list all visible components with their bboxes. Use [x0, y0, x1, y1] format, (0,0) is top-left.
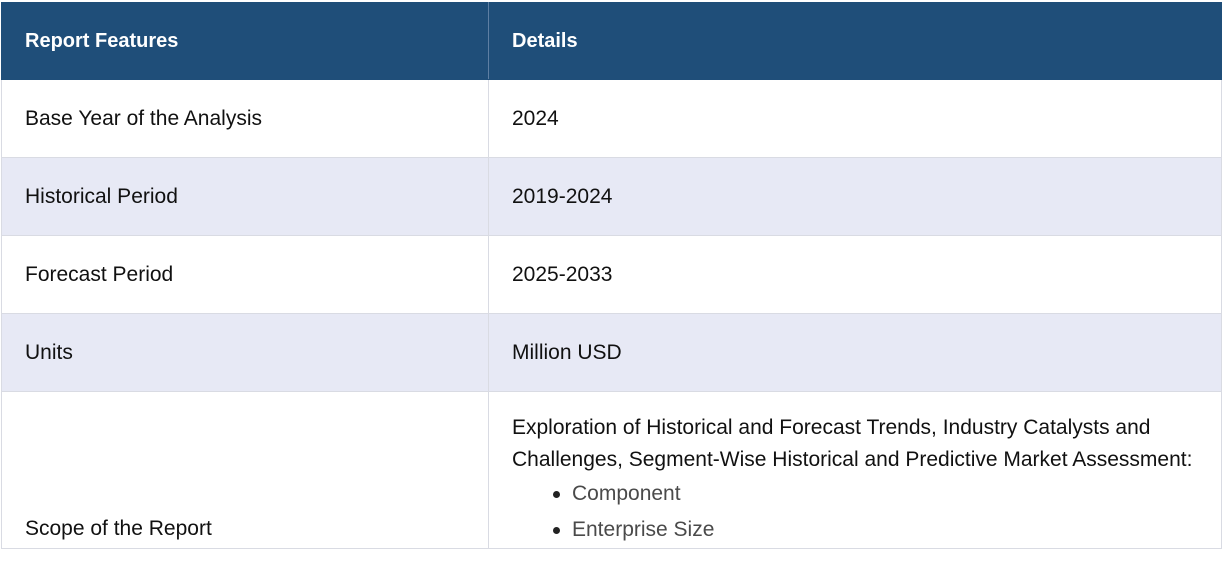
header-details: Details	[488, 2, 1222, 80]
report-table-container: Report Features Details Base Year of the…	[1, 2, 1222, 549]
feature-cell: Base Year of the Analysis	[1, 79, 489, 158]
table-row-forecast-period: Forecast Period 2025-2033	[1, 235, 1222, 314]
detail-cell: Million USD	[488, 313, 1222, 392]
table-body: Base Year of the Analysis 2024 Historica…	[1, 79, 1222, 549]
scope-item-enterprise-size: Enterprise Size	[553, 512, 1198, 548]
detail-cell: 2024	[488, 79, 1222, 158]
report-features-table: Report Features Details Base Year of the…	[1, 2, 1222, 549]
header-report-features: Report Features	[1, 2, 489, 80]
scope-feature-cell: Scope of the Report	[1, 391, 489, 549]
scope-description: Exploration of Historical and Forecast T…	[512, 416, 1193, 471]
detail-cell: 2019-2024	[488, 157, 1222, 236]
table-row-scope: Scope of the Report Exploration of Histo…	[1, 391, 1222, 549]
feature-cell: Historical Period	[1, 157, 489, 236]
table-row-historical-period: Historical Period 2019-2024	[1, 157, 1222, 236]
header-row: Report Features Details	[1, 2, 1222, 80]
scope-list: Component Enterprise Size	[512, 476, 1198, 548]
scope-detail-cell: Exploration of Historical and Forecast T…	[488, 391, 1222, 549]
table-row-units: Units Million USD	[1, 313, 1222, 392]
detail-cell: 2025-2033	[488, 235, 1222, 314]
table-header: Report Features Details	[1, 2, 1222, 80]
feature-cell: Units	[1, 313, 489, 392]
table-row-base-year: Base Year of the Analysis 2024	[1, 79, 1222, 158]
feature-cell: Forecast Period	[1, 235, 489, 314]
scope-item-component: Component	[553, 476, 1198, 512]
